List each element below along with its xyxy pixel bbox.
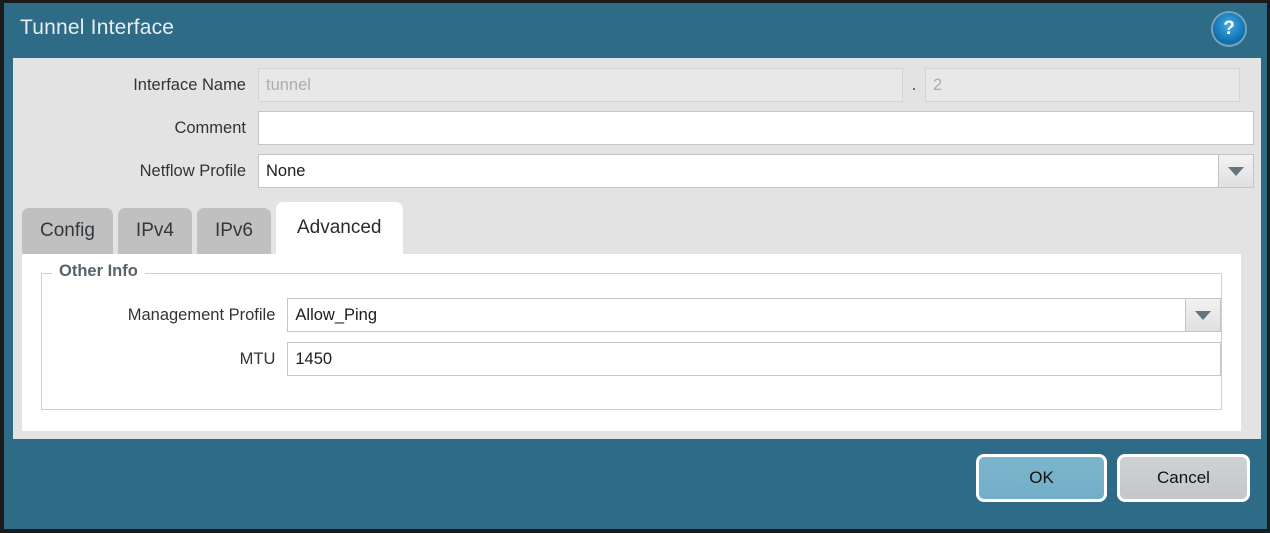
other-info-fieldset: Other Info Management Profile Allow_Ping…	[41, 262, 1222, 410]
chevron-down-glyph	[1195, 310, 1211, 320]
interface-unit-input[interactable]: 2	[925, 68, 1240, 102]
ok-button[interactable]: OK	[976, 454, 1107, 502]
help-glyph: ?	[1223, 18, 1235, 39]
dialog-footer: OK Cancel	[4, 439, 1267, 529]
netflow-profile-label: Netflow Profile	[139, 161, 246, 180]
netflow-profile-row: Netflow Profile None	[13, 154, 1261, 188]
other-info-fields: Management Profile Allow_Ping MTU 1450	[42, 274, 1221, 376]
comment-label: Comment	[174, 118, 246, 137]
tab-advanced[interactable]: Advanced	[275, 202, 403, 254]
management-profile-value[interactable]: Allow_Ping	[287, 298, 1185, 332]
comment-row: Comment	[13, 111, 1261, 145]
tab-bar: Config IPv4 IPv6 Advanced	[22, 202, 408, 254]
chevron-down-icon[interactable]	[1185, 298, 1221, 332]
mtu-row: MTU 1450	[42, 342, 1221, 376]
management-profile-select[interactable]: Allow_Ping	[287, 298, 1221, 332]
interface-name-row: Interface Name tunnel . 2	[13, 68, 1261, 102]
interface-name-label: Interface Name	[133, 75, 246, 94]
tab-ipv4[interactable]: IPv4	[117, 208, 192, 254]
tab-config[interactable]: Config	[22, 208, 113, 254]
cancel-button[interactable]: Cancel	[1117, 454, 1250, 502]
other-info-legend: Other Info	[52, 262, 145, 281]
help-question-icon[interactable]: ?	[1213, 13, 1245, 45]
interface-name-input[interactable]: tunnel	[258, 68, 903, 102]
mtu-label: MTU	[239, 349, 276, 368]
tab-content-advanced: Other Info Management Profile Allow_Ping…	[22, 254, 1241, 431]
dialog-titlebar: Tunnel Interface ?	[4, 3, 1267, 58]
tab-ipv6[interactable]: IPv6	[196, 208, 271, 254]
chevron-down-icon[interactable]	[1218, 154, 1254, 188]
comment-input[interactable]	[258, 111, 1254, 145]
management-profile-label: Management Profile	[127, 305, 276, 324]
management-profile-row: Management Profile Allow_Ping	[42, 298, 1221, 332]
dialog-title: Tunnel Interface	[20, 16, 175, 39]
chevron-down-glyph	[1228, 166, 1244, 176]
top-form: Interface Name tunnel . 2 Comment Netflo…	[13, 58, 1261, 197]
netflow-profile-value[interactable]: None	[258, 154, 1218, 188]
interface-name-separator: .	[911, 75, 917, 94]
mtu-input[interactable]: 1450	[287, 342, 1221, 376]
netflow-profile-select[interactable]: None	[258, 154, 1254, 188]
